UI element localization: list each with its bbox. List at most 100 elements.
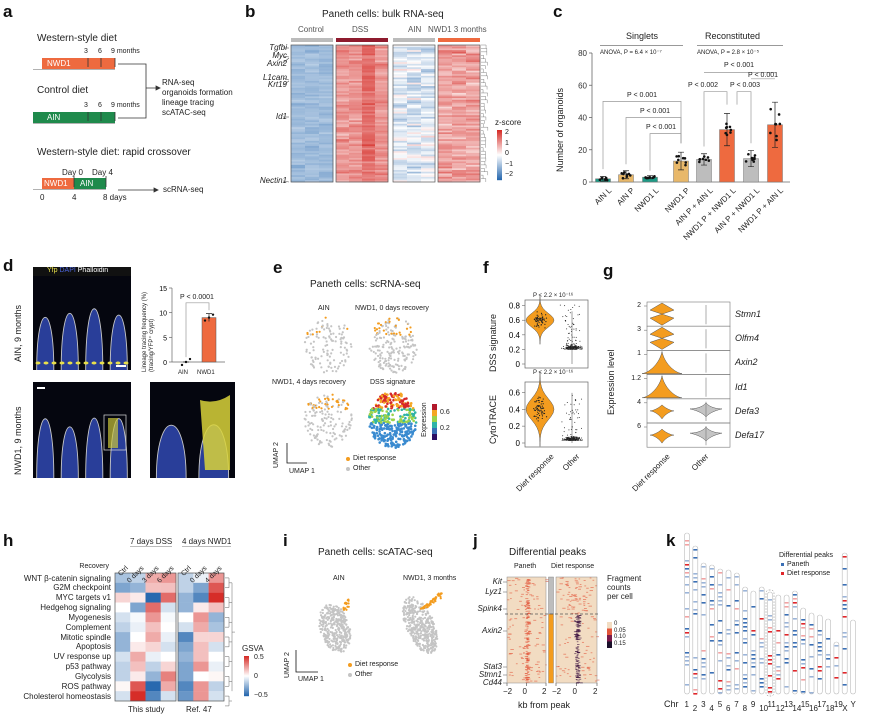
heatmap-cell — [362, 86, 376, 89]
peak-band — [685, 564, 689, 566]
peak-band — [768, 599, 772, 601]
data-point — [621, 176, 625, 180]
heatmap-cell — [291, 104, 306, 107]
heatmap-cell — [393, 111, 408, 114]
heatmap-cell — [305, 108, 320, 111]
data-point — [677, 158, 680, 162]
stain-dapi: DAPI — [59, 267, 76, 274]
heatmap-cell — [452, 139, 467, 142]
dendrogram-branch — [481, 120, 485, 124]
peak-band — [784, 650, 789, 652]
heatmap-cell — [375, 130, 389, 133]
gene-label: Tgfbi — [269, 43, 287, 52]
umap-point — [330, 325, 333, 328]
chromosome-label: 11 — [767, 700, 776, 709]
heatmap-cell — [375, 173, 389, 176]
heatmap-cell — [336, 176, 350, 179]
heatmap-cell — [452, 94, 467, 97]
peak-band — [685, 636, 689, 638]
heatmap-cell — [305, 103, 320, 106]
heatmap-cell — [452, 62, 467, 65]
zscore-colorbar — [497, 132, 502, 134]
zscore-legend-title: z-score — [495, 118, 522, 127]
heatmap-cell — [438, 101, 453, 104]
heatmap-cell — [336, 139, 350, 142]
heatmap-cell — [466, 74, 481, 77]
heatmap-cell — [305, 178, 320, 181]
p-value: P < 0.001 — [646, 124, 677, 131]
heatmap-cell — [393, 125, 408, 128]
heatmap-cell — [319, 161, 334, 164]
data-point — [652, 175, 656, 179]
umap-point — [370, 349, 373, 352]
chromosome — [800, 607, 807, 695]
zscore-colorbar — [497, 176, 502, 178]
heatmap-cell — [421, 60, 436, 63]
umap-point — [313, 414, 316, 417]
control-diet-title: Control diet — [37, 85, 89, 96]
heatmap-cell — [452, 86, 467, 89]
dendrogram-branch — [481, 137, 486, 141]
heatmap-cell — [375, 86, 389, 89]
y-tick-label: 0 — [583, 178, 588, 187]
heatmap-cell — [466, 122, 481, 125]
d-xlabel: AIN — [178, 370, 189, 376]
peak-band — [842, 604, 847, 606]
heatmap-cell — [375, 113, 389, 116]
heatmap-cell — [291, 178, 306, 181]
heatmap-cell — [349, 154, 363, 157]
data-point — [729, 131, 732, 134]
heatmap-cell — [375, 70, 389, 73]
heatmap-cell — [349, 134, 363, 137]
heatmap-cell — [438, 168, 453, 171]
heatmap-cell — [349, 111, 363, 114]
zscore-colorbar — [497, 175, 502, 177]
group-label-nwd1: NWD1 3 months — [428, 25, 487, 34]
umap-point — [321, 319, 324, 323]
heatmap-cell — [452, 151, 467, 154]
heatmap-cell — [362, 94, 376, 97]
heatmap-cell — [305, 92, 320, 95]
heatmap-cell — [393, 79, 408, 82]
heatmap-cell — [393, 175, 408, 178]
heatmap-cell — [349, 113, 363, 116]
peak-band — [693, 601, 698, 603]
umap-point — [322, 348, 325, 351]
umap-point — [329, 330, 332, 333]
heatmap-cell — [336, 173, 350, 176]
dendrogram-branch — [481, 150, 486, 155]
heatmap-cell — [438, 96, 453, 99]
heatmap-cell — [375, 56, 389, 59]
heatmap-cell — [407, 154, 422, 157]
heatmap-cell — [291, 58, 306, 61]
heatmap-cell — [466, 79, 481, 82]
month-label: 9 months — [111, 102, 140, 109]
heatmap-cell — [291, 140, 306, 143]
heatmap-cell — [319, 51, 334, 54]
scrna-label: scRNA-seq — [163, 185, 204, 194]
heatmap-cell — [349, 146, 363, 149]
heatmap-block — [335, 44, 389, 183]
heatmap-cell — [319, 106, 334, 109]
umap-point — [392, 349, 395, 352]
heatmap-cell — [336, 111, 350, 114]
heatmap-cell — [438, 113, 453, 116]
umap-point — [339, 338, 342, 341]
heatmap-cell — [393, 108, 408, 111]
tick: −1 — [505, 160, 513, 168]
heatmap-cell — [375, 68, 389, 71]
umap-point — [408, 333, 411, 336]
ain-bar-label: AIN — [47, 113, 61, 122]
panel-b-title: Paneth cells: bulk RNA-seq — [322, 9, 444, 20]
chromosome-label: 2 — [692, 704, 698, 713]
umap-point — [337, 398, 340, 401]
heatmap-cell — [393, 142, 408, 145]
heatmap-cell — [421, 132, 436, 135]
heatmap-cell — [349, 45, 363, 48]
umap-point — [414, 344, 417, 347]
heatmap-cell — [466, 161, 481, 164]
umap-point — [320, 410, 324, 413]
heatmap-cell — [421, 147, 436, 150]
heatmap-cell — [336, 125, 350, 128]
peak-band — [693, 557, 698, 559]
